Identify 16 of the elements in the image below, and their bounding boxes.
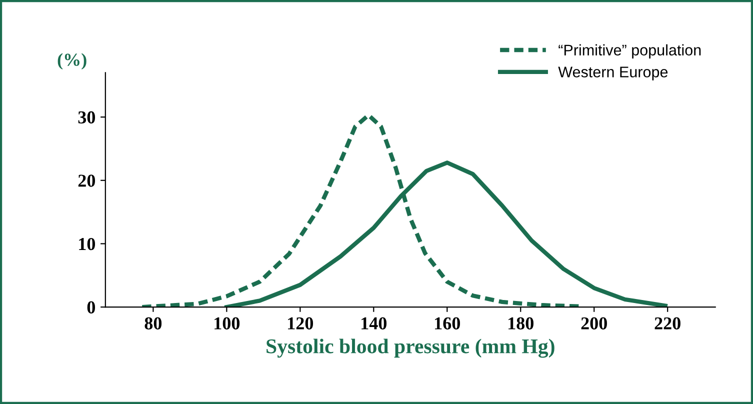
x-tick-label: 120	[288, 317, 314, 330]
x-tick-label: 180	[508, 317, 534, 330]
legend-label: “Primitive” population	[558, 44, 701, 59]
y-tick-label: 10	[79, 238, 96, 250]
y-tick-label: 20	[78, 174, 96, 187]
y-axis-title: (%)	[58, 53, 86, 70]
y-tick-label: 0	[87, 301, 96, 314]
y-tick-label: 30	[78, 111, 96, 124]
x-tick-label: 200	[581, 317, 607, 330]
x-tick-label: 80	[144, 317, 162, 330]
x-tick-label: 160	[435, 317, 460, 330]
legend-label: Western Europe	[558, 66, 668, 80]
x-tick-label: 220	[654, 317, 680, 330]
x-tick-label: 140	[362, 317, 386, 330]
x-tick-label: 100	[214, 317, 240, 330]
x-axis-title: Systolic blood pressure (mm Hg)	[266, 338, 554, 358]
